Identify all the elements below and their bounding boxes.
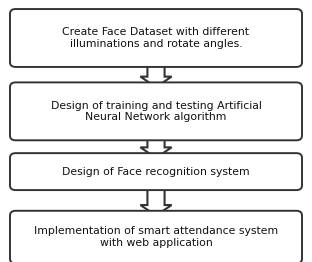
Text: Create Face Dataset with different
illuminations and rotate angles.: Create Face Dataset with different illum… bbox=[62, 27, 250, 49]
FancyBboxPatch shape bbox=[10, 211, 302, 262]
Polygon shape bbox=[140, 185, 172, 215]
Text: Implementation of smart attendance system
with web application: Implementation of smart attendance syste… bbox=[34, 226, 278, 248]
FancyBboxPatch shape bbox=[10, 83, 302, 140]
Polygon shape bbox=[140, 62, 172, 87]
Text: Design of Face recognition system: Design of Face recognition system bbox=[62, 167, 250, 177]
Polygon shape bbox=[140, 136, 172, 158]
FancyBboxPatch shape bbox=[10, 153, 302, 190]
FancyBboxPatch shape bbox=[10, 9, 302, 67]
Text: Design of training and testing Artificial
Neural Network algorithm: Design of training and testing Artificia… bbox=[51, 101, 261, 122]
